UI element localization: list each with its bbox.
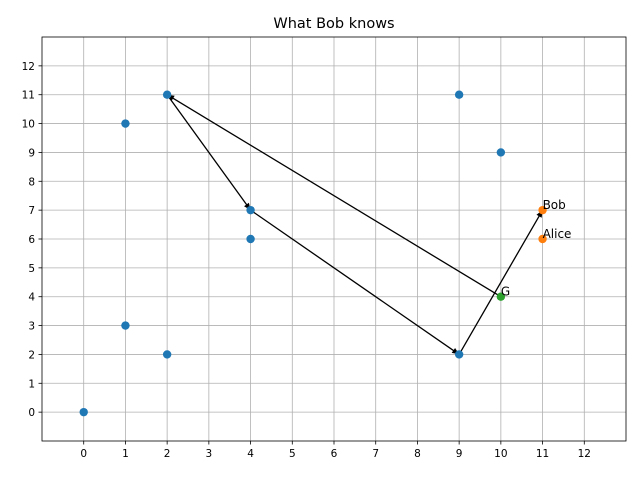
grid	[42, 37, 626, 441]
y-tick-label: 5	[28, 263, 35, 275]
annotations: Bob Alice G	[501, 198, 572, 299]
data-point	[246, 234, 255, 244]
y-tick-label: 2	[28, 349, 35, 361]
arrow-line	[166, 94, 502, 298]
data-point	[496, 148, 506, 157]
chart-title: What Bob knows	[273, 16, 394, 32]
plot-frame	[41, 36, 627, 442]
y-tick-label: 3	[28, 321, 35, 333]
y-tick-label: 9	[28, 147, 35, 159]
x-tick-label: 10	[494, 448, 507, 460]
x-tick-label: 4	[247, 448, 254, 460]
x-tick-label: 0	[80, 448, 87, 460]
x-tick-label: 8	[414, 448, 421, 460]
data-point	[496, 292, 506, 301]
x-tick-label: 5	[289, 448, 296, 460]
point-annotation: Bob	[543, 198, 566, 212]
x-tick-label: 1	[122, 448, 129, 460]
data-point	[538, 205, 547, 215]
y-tick-label: 10	[22, 119, 35, 131]
y-tick-label: 8	[28, 176, 35, 188]
data-point	[121, 321, 130, 330]
x-tick-label: 6	[331, 448, 338, 460]
x-tick-label: 9	[456, 448, 463, 460]
data-point	[162, 90, 172, 99]
point-annotation: Alice	[543, 227, 572, 241]
x-tick-label: 3	[206, 448, 213, 460]
x-tick-label: 7	[372, 448, 379, 460]
point-annotation: G	[501, 285, 510, 299]
data-point	[246, 205, 255, 215]
y-tick-label: 4	[28, 292, 35, 304]
data-point	[121, 119, 130, 128]
arrow-line	[458, 209, 544, 355]
y-tick-label: 7	[28, 205, 35, 217]
data-point	[162, 350, 172, 359]
data-point	[454, 90, 464, 99]
data-points	[79, 90, 547, 417]
x-tick-label: 2	[164, 448, 171, 460]
x-tick-label: 12	[578, 448, 591, 460]
y-tick-label: 12	[22, 61, 35, 73]
arrow-line	[166, 94, 252, 211]
data-point	[79, 407, 88, 417]
y-tick-label: 6	[28, 234, 35, 246]
y-tick-label: 0	[28, 407, 35, 419]
y-tick-label: 11	[22, 90, 35, 102]
path-arrows	[166, 94, 544, 355]
data-point	[454, 350, 464, 359]
y-tick-label: 1	[28, 378, 35, 390]
arrow-line	[250, 209, 460, 355]
x-tick-label: 11	[536, 448, 549, 460]
data-point	[538, 234, 547, 244]
